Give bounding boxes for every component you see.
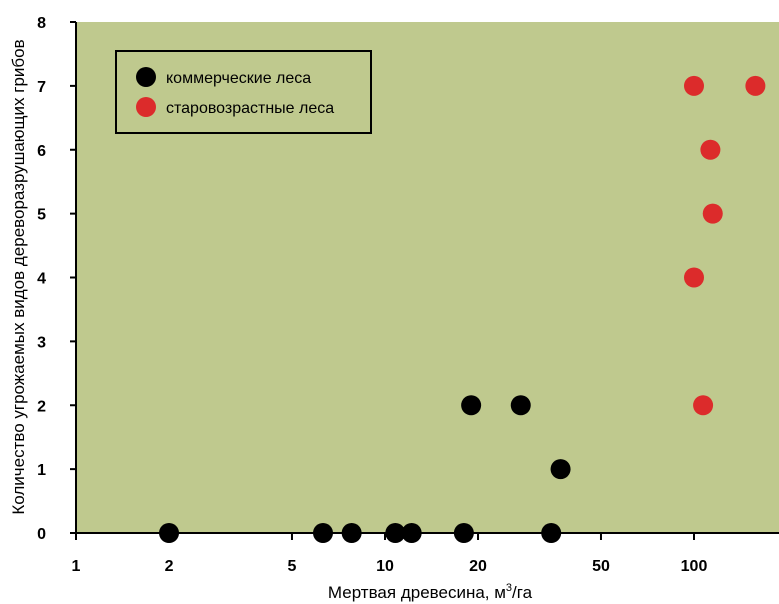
data-point-old-growth: [684, 75, 704, 96]
y-tick-label: 3: [37, 334, 46, 351]
x-tick-label: 2: [165, 558, 174, 575]
data-point-commercial: [510, 395, 531, 416]
y-tick-label: 5: [37, 207, 46, 224]
y-tick-label: 8: [37, 15, 46, 32]
data-point-old-growth: [745, 75, 766, 96]
data-point-commercial: [550, 459, 571, 480]
legend-marker-commercial: [136, 67, 156, 87]
legend-label-commercial: коммерческие леса: [166, 70, 311, 87]
data-point-old-growth: [693, 395, 714, 416]
data-point-commercial: [401, 523, 422, 543]
legend-box: [115, 50, 372, 134]
x-axis-label-main: Мертвая древесина, м: [328, 583, 506, 602]
legend-marker-old-growth: [136, 97, 156, 117]
data-point-commercial: [541, 523, 562, 543]
data-point-old-growth: [700, 139, 721, 160]
x-tick-label: 100: [681, 558, 708, 575]
data-point-commercial: [453, 523, 474, 543]
data-points: [159, 75, 766, 543]
y-tick-label: 6: [37, 143, 46, 160]
data-point-commercial: [461, 395, 482, 416]
data-point-commercial: [159, 523, 180, 543]
y-tick-label: 2: [37, 398, 46, 415]
data-point-old-growth: [684, 267, 704, 288]
y-tick-label: 1: [37, 462, 46, 479]
x-tick-label: 50: [592, 558, 610, 575]
x-axis-label-superscript: 3: [506, 582, 512, 594]
y-axis-ticks: 0 1 2 3 4 5 6 7 8: [37, 15, 76, 543]
data-point-commercial: [312, 523, 333, 543]
x-axis-label: Мертвая древесина, м3/га: [328, 582, 533, 602]
x-tick-label: 1: [72, 558, 81, 575]
x-tick-label: 10: [376, 558, 394, 575]
data-point-commercial: [341, 523, 362, 543]
y-tick-label: 0: [37, 526, 46, 543]
data-point-old-growth: [702, 203, 723, 224]
x-tick-label: 20: [469, 558, 487, 575]
y-tick-label: 4: [37, 271, 46, 288]
y-tick-label: 7: [37, 79, 46, 96]
x-tick-label: 5: [288, 558, 297, 575]
x-axis-label-suffix: /га: [512, 583, 533, 602]
legend-label-old-growth: старовозрастные леса: [166, 100, 334, 117]
data-point-commercial: [385, 523, 406, 543]
legend: коммерческие леса старовозрастные леса: [115, 50, 372, 134]
y-axis-label: Количество угрожаемых видов дереворазруш…: [9, 39, 28, 514]
plot-area: [76, 22, 779, 533]
